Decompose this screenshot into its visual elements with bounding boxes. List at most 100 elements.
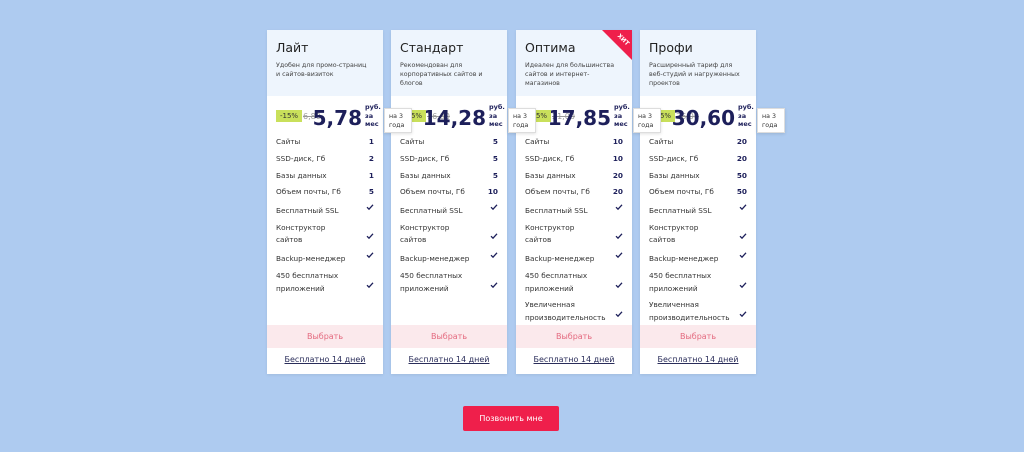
feature-row: Базы данных 5	[400, 170, 498, 183]
trial-link[interactable]: Бесплатно 14 дней	[408, 355, 490, 364]
feature-row: 450 бесплатных приложений	[649, 270, 747, 295]
period-select[interactable]: на 3 года	[384, 108, 412, 133]
plan-name: Стандарт	[400, 40, 464, 55]
feature-label: Backup-менеджер	[525, 254, 595, 264]
check-icon	[615, 232, 623, 245]
feature-label: Сайты	[400, 137, 425, 146]
feature-value: 20	[612, 187, 623, 197]
feature-row: Сайты 1	[276, 136, 374, 149]
feature-label: Backup-менеджер	[649, 254, 719, 264]
call-button[interactable]: Позвонить мне	[463, 406, 559, 431]
trial-link[interactable]: Бесплатно 14 дней	[533, 355, 615, 364]
old-price: 16,80	[427, 112, 450, 121]
feature-row: Базы данных 20	[525, 170, 623, 183]
select-button[interactable]: Выбрать	[640, 325, 756, 348]
price-row: -15% 36,00 30,60 руб. за мес на 3 года	[640, 100, 785, 134]
trial-link[interactable]: Бесплатно 14 дней	[284, 355, 366, 364]
feature-label: SSD-диск, Гб	[525, 153, 575, 163]
feature-label: Конструктор сайтов	[400, 222, 450, 245]
plan-description: Удобен для промо-страниц и сайтов-визито…	[276, 62, 367, 78]
feature-label: Базы данных	[400, 170, 451, 180]
plan-header: Профи Расширенный тариф для веб-студий и …	[640, 30, 756, 96]
feature-row: SSD-диск, Гб 2	[276, 153, 374, 166]
feature-value: 20	[736, 137, 747, 146]
feature-value: 1	[368, 137, 374, 146]
feature-list: Сайты 5 SSD-диск, Гб 5 Базы данных 5 Объем поч…	[400, 136, 498, 299]
plan-card: Лайт Удобен для промо-страниц и сайтов-ви…	[267, 30, 412, 374]
check-icon	[490, 281, 498, 294]
feature-row: SSD-диск, Гб 10	[525, 153, 623, 166]
feature-row: Backup-менеджер	[649, 251, 747, 266]
check-icon	[490, 232, 498, 245]
plan-name: Профи	[649, 40, 693, 55]
plan-description: Рекомендован для корпоративных сайтов и …	[400, 62, 483, 87]
feature-list: Сайты 10 SSD-диск, Гб 10 Базы данных 20 Объем …	[525, 136, 623, 329]
plan-name: Лайт	[276, 40, 309, 55]
feature-row: 450 бесплатных приложений	[400, 270, 498, 295]
period-select[interactable]: на 3 года	[633, 108, 661, 133]
check-icon	[615, 310, 623, 323]
check-icon	[366, 251, 374, 264]
feature-row: Конструктор сайтов	[525, 222, 623, 247]
feature-row: Базы данных 1	[276, 170, 374, 183]
select-button[interactable]: Выбрать	[267, 325, 383, 348]
check-icon	[739, 281, 747, 294]
select-button[interactable]: Выбрать	[516, 325, 632, 348]
feature-list: Сайты 20 SSD-диск, Гб 20 Базы данных 50 Объем …	[649, 136, 747, 329]
trial-link[interactable]: Бесплатно 14 дней	[657, 355, 739, 364]
feature-row: SSD-диск, Гб 20	[649, 153, 747, 166]
feature-label: Бесплатный SSL	[649, 206, 712, 216]
feature-value: 10	[612, 137, 623, 146]
feature-label: Базы данных	[525, 170, 576, 180]
feature-label: 450 бесплатных приложений	[649, 271, 712, 293]
feature-row: Объем почты, Гб 50	[649, 186, 747, 199]
feature-row: Backup-менеджер	[525, 251, 623, 266]
feature-label: Увеличенная производительность	[649, 300, 730, 322]
select-button[interactable]: Выбрать	[391, 325, 507, 348]
feature-row: Backup-менеджер	[400, 251, 498, 266]
feature-value: 2	[368, 153, 374, 163]
feature-label: Объем почты, Гб	[649, 187, 714, 197]
feature-label: Конструктор сайтов	[525, 222, 575, 245]
feature-row: Сайты 5	[400, 136, 498, 149]
price-row: -15% 16,80 14,28 руб. за мес на 3 года	[391, 100, 536, 134]
plan-name: Оптима	[525, 40, 576, 55]
feature-value: 5	[492, 153, 498, 163]
plan-header: Стандарт Рекомендован для корпоративных с…	[391, 30, 507, 96]
feature-label: 450 бесплатных приложений	[400, 271, 463, 293]
price-unit: руб. за мес	[738, 103, 754, 128]
check-icon	[739, 310, 747, 323]
price-unit: руб. за мес	[614, 103, 630, 128]
feature-value: 10	[612, 153, 623, 163]
discount-badge: -15%	[276, 110, 303, 122]
check-icon	[366, 203, 374, 216]
price: 30,60	[671, 106, 735, 130]
feature-row: 450 бесплатных приложений	[276, 270, 374, 295]
feature-row: Бесплатный SSL	[400, 203, 498, 218]
feature-label: 450 бесплатных приложений	[525, 271, 588, 293]
check-icon	[739, 251, 747, 264]
feature-value: 5	[368, 187, 374, 197]
feature-row: Объем почты, Гб 10	[400, 186, 498, 199]
feature-label: Базы данных	[276, 170, 327, 180]
check-icon	[739, 203, 747, 216]
old-price: 36,00	[676, 112, 699, 121]
period-select[interactable]: на 3 года	[508, 108, 536, 133]
feature-row: Конструктор сайтов	[400, 222, 498, 247]
feature-label: Backup-менеджер	[276, 254, 346, 264]
feature-label: Сайты	[649, 137, 674, 146]
price: 17,85	[547, 106, 611, 130]
feature-row: Базы данных 50	[649, 170, 747, 183]
price-unit: руб. за мес	[489, 103, 505, 128]
feature-label: Бесплатный SSL	[525, 206, 588, 216]
feature-value: 20	[736, 153, 747, 163]
old-price: 21,00	[552, 112, 575, 121]
feature-label: SSD-диск, Гб	[276, 153, 326, 163]
period-select[interactable]: на 3 года	[757, 108, 785, 133]
feature-row: Объем почты, Гб 20	[525, 186, 623, 199]
feature-list: Сайты 1 SSD-диск, Гб 2 Базы данных 1 Объем поч…	[276, 136, 374, 299]
feature-value: 20	[612, 170, 623, 180]
feature-value: 1	[368, 170, 374, 180]
feature-label: Конструктор сайтов	[649, 222, 699, 245]
